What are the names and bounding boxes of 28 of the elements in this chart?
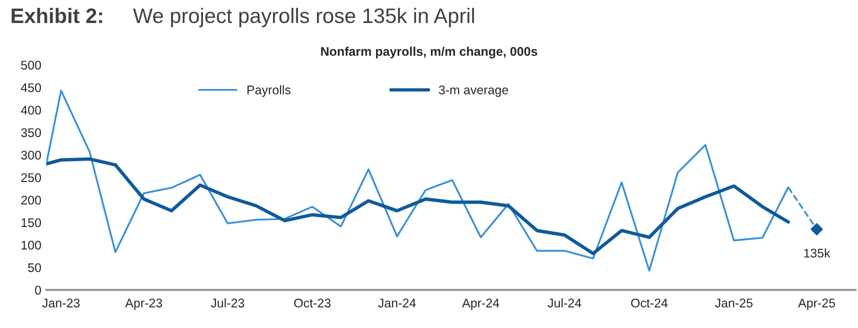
x-tick-label: Oct-24 (631, 298, 668, 308)
x-tick-label: Apr-25 (798, 298, 836, 310)
chart-subtitle: We project payrolls rose 135k in April (133, 8, 474, 28)
annotation: 135k (804, 248, 830, 258)
y-tick-label: 50 (28, 263, 41, 272)
y-tick-label: 500 (21, 60, 41, 70)
legend-label: Payrolls (248, 85, 290, 97)
x-tick-label: Apr-23 (125, 298, 162, 310)
y-tick-label: 300 (21, 150, 41, 160)
x-tick-label: Oct-23 (294, 298, 331, 308)
x-tick-label: Jul-23 (210, 298, 244, 308)
chart-title: Exhibit 2: (12, 8, 102, 24)
y-tick-label: 0 (35, 286, 41, 295)
y-tick-label: 250 (21, 173, 41, 182)
y-tick-label: 150 (22, 218, 41, 228)
x-tick-label: Jul-24 (548, 298, 582, 308)
x-tick-label: Jan-25 (715, 298, 753, 308)
y-tick-label: 450 (20, 83, 41, 92)
text: Nonfarm payrolls, m/m change, 000s (321, 46, 538, 58)
y-tick-label: 400 (20, 106, 41, 115)
x-tick-label: Apr-24 (462, 298, 500, 310)
x-tick-label: Jan-23 (42, 298, 80, 308)
y-tick-label: 200 (21, 196, 41, 205)
y-tick-label: 100 (22, 240, 41, 250)
line-series (46, 157, 790, 256)
legend-label: 3-m average (438, 86, 508, 97)
x-tick-label: Jan-24 (378, 298, 416, 308)
y-tick-label: 350 (21, 128, 41, 138)
